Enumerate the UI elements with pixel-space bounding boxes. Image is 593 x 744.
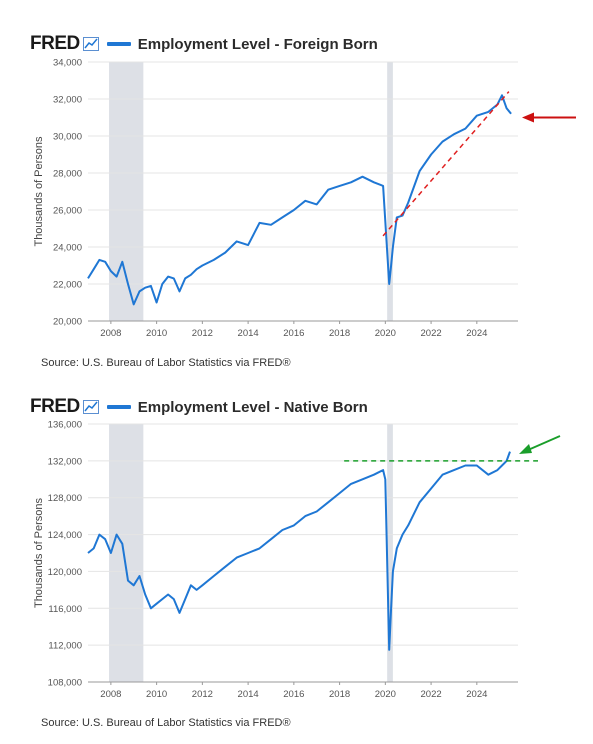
x-tick-label: 2022 [421,689,442,700]
y-tick-label: 30,000 [53,132,82,143]
x-tick-label: 2020 [375,328,396,339]
chart-source: Source: U.S. Bureau of Labor Statistics … [41,717,291,729]
x-tick-label: 2024 [466,689,487,700]
y-axis-label: Thousands of Persons [33,497,45,608]
fred-graph-icon [82,400,99,414]
series-legend-line [106,42,131,46]
y-tick-label: 26,000 [53,206,82,217]
y-tick-label: 28,000 [53,169,82,180]
x-tick-label: 2012 [192,328,213,339]
chart-header-foreign-born: FRED Employment Level - Foreign Born [30,33,378,55]
x-tick-label: 2016 [283,689,304,700]
x-tick-label: 2018 [329,328,350,339]
x-tick-label: 2018 [329,689,350,700]
x-tick-label: 2024 [466,328,487,339]
fred-logo: FRED [30,33,80,54]
x-tick-label: 2014 [238,328,259,339]
series-legend-line [106,405,131,409]
series-line [87,451,511,651]
x-tick-label: 2010 [146,328,167,339]
x-tick-label: 2008 [100,328,121,339]
chart-header-native-born: FRED Employment Level - Native Born [30,396,368,418]
recession-band [387,424,393,682]
fred-graph-icon [82,37,99,51]
y-tick-label: 32,000 [53,95,82,106]
chart-foreign-born: 20,000 22,000 24,000 26,000 28,000 30,000 32,0… [33,58,576,339]
fred-logo: FRED [30,396,80,417]
y-tick-label: 132,000 [48,456,82,467]
x-tick-label: 2008 [100,689,121,700]
x-tick-label: 2012 [192,689,213,700]
x-tick-label: 2010 [146,689,167,700]
recession-band [109,424,144,682]
y-axis-label: Thousands of Persons [33,136,45,247]
recession-band [387,62,393,321]
chart-title: Employment Level - Foreign Born [137,35,378,53]
y-tick-label: 24,000 [53,243,82,254]
y-tick-label: 108,000 [48,678,82,689]
y-tick-label: 124,000 [48,530,82,541]
annotation-arrow [527,435,561,451]
series-line [87,94,512,306]
y-tick-label: 20,000 [53,317,82,328]
trendline [382,91,510,237]
chart-title: Employment Level - Native Born [137,398,368,416]
y-tick-label: 128,000 [48,493,82,504]
chart-source: Source: U.S. Bureau of Labor Statistics … [41,357,291,369]
annotation-arrowhead [522,112,534,123]
x-tick-label: 2020 [375,689,396,700]
annotation-arrowhead [519,444,532,454]
y-tick-label: 116,000 [48,604,82,615]
y-tick-label: 120,000 [48,567,82,578]
y-tick-label: 112,000 [48,641,82,652]
x-tick-label: 2022 [421,328,442,339]
x-tick-label: 2016 [283,328,304,339]
x-tick-label: 2014 [238,689,259,700]
y-tick-label: 136,000 [48,420,82,431]
y-tick-label: 34,000 [53,58,82,69]
y-tick-label: 22,000 [53,280,82,291]
